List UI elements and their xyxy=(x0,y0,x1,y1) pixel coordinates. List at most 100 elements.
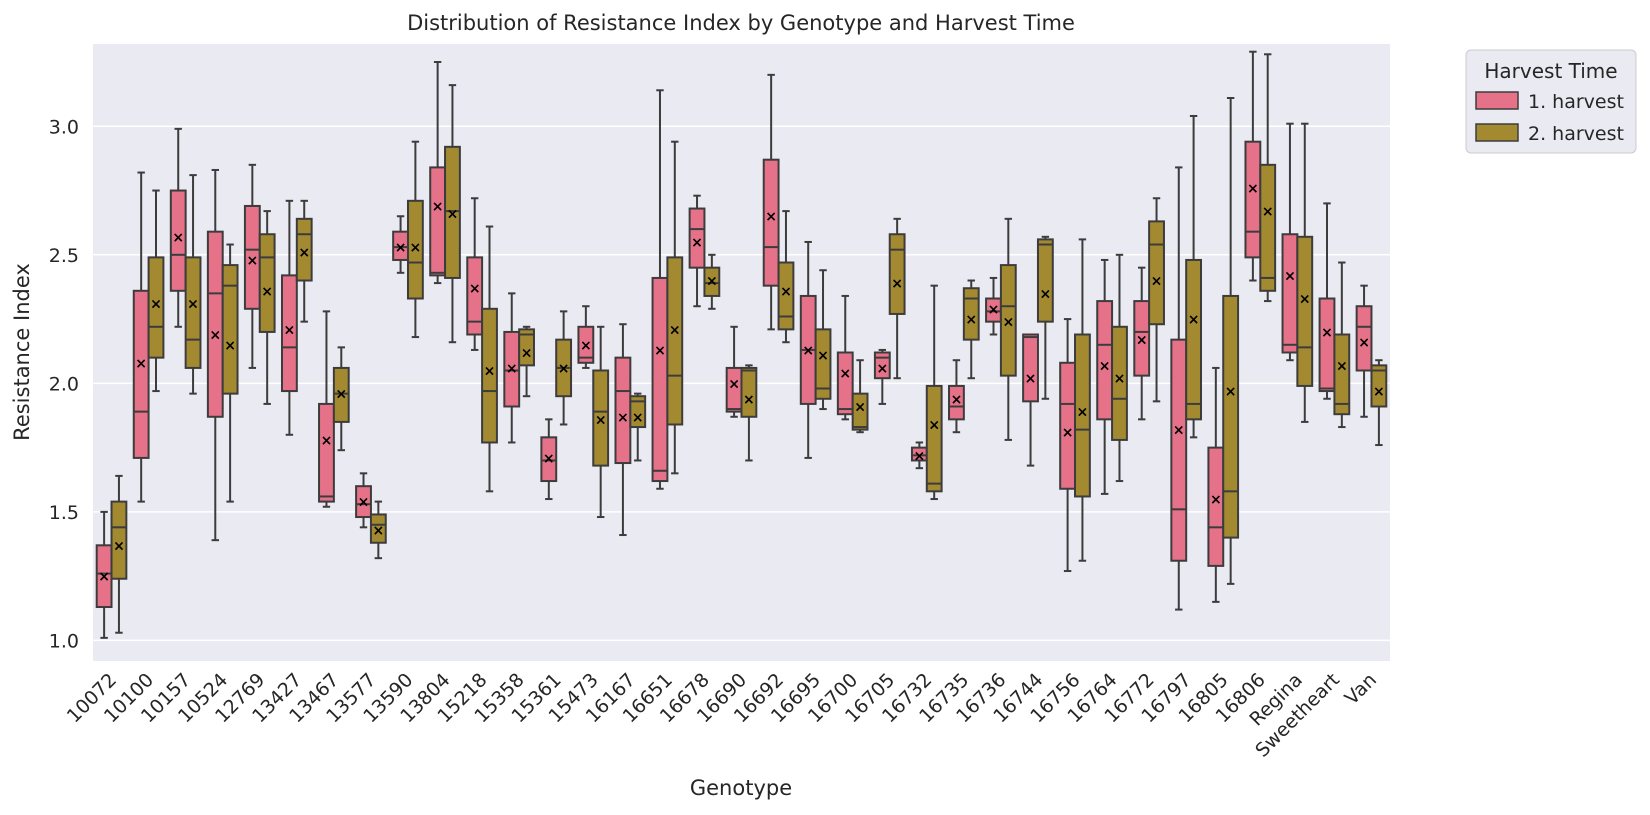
mean-marker: × xyxy=(743,392,755,408)
iqr-box xyxy=(962,287,980,341)
iqr-box xyxy=(1244,140,1262,259)
mean-marker: × xyxy=(484,363,496,379)
box-15361-h1: × xyxy=(540,418,558,501)
box-16692-h1: × xyxy=(762,73,780,331)
mean-marker: × xyxy=(595,412,607,428)
mean-marker: × xyxy=(321,433,333,449)
box-Van-h1: × xyxy=(1355,284,1373,418)
box-12769-h2: × xyxy=(258,210,276,405)
box-10100-h2: × xyxy=(147,189,165,393)
mean-marker: × xyxy=(261,284,273,300)
box-16678-h1: × xyxy=(688,194,706,308)
box-16744-h1: × xyxy=(1022,333,1039,467)
mean-marker: × xyxy=(780,284,792,300)
iqr-box xyxy=(1185,258,1203,421)
iqr-box xyxy=(318,402,335,503)
mean-marker: × xyxy=(765,209,777,225)
box-16705-h1: × xyxy=(873,348,891,405)
iqr-box xyxy=(540,436,558,483)
box-16695-h1: × xyxy=(799,240,817,459)
mean-marker: × xyxy=(358,495,370,511)
mean-marker: × xyxy=(246,253,258,269)
box-13467-h2: × xyxy=(332,346,350,452)
mean-marker: × xyxy=(802,343,814,359)
iqr-box xyxy=(481,307,498,444)
mean-marker: × xyxy=(1151,274,1163,290)
mean-marker: × xyxy=(1025,371,1037,387)
box-series: ××××××××××××××××××××× ×××××××××××××××× ×××… xyxy=(95,50,1388,639)
box-Regina-h2: × xyxy=(1296,122,1314,423)
iqr-box xyxy=(1370,364,1388,408)
iqr-box xyxy=(740,366,758,418)
mean-marker: × xyxy=(187,297,199,313)
mean-marker: × xyxy=(617,410,629,426)
iqr-box xyxy=(703,266,721,297)
mean-marker: × xyxy=(839,366,851,382)
x-tick-label: Van xyxy=(1341,669,1381,709)
iqr-box xyxy=(332,366,350,423)
box-15358-h2: × xyxy=(518,325,535,398)
iqr-box xyxy=(1259,163,1277,292)
mean-marker: × xyxy=(951,392,963,408)
box-16735-h2: × xyxy=(962,279,980,380)
iqr-box xyxy=(169,189,187,292)
mean-marker: × xyxy=(506,361,518,377)
mean-marker: × xyxy=(1247,181,1259,197)
box-16651-h2: × xyxy=(666,140,684,475)
box-16705-h2: × xyxy=(888,217,906,380)
iqr-box xyxy=(925,384,943,493)
mean-marker: × xyxy=(654,343,666,359)
box-16735-h1: × xyxy=(948,359,965,434)
box-10100-h1: × xyxy=(132,171,150,503)
iqr-box xyxy=(592,369,610,467)
y-tick-label: 1.0 xyxy=(49,630,79,652)
mean-marker: × xyxy=(691,235,703,251)
mean-marker: × xyxy=(1358,335,1370,351)
mean-marker: × xyxy=(447,207,459,223)
mean-marker: × xyxy=(1077,405,1089,421)
mean-marker: × xyxy=(172,230,184,246)
box-16772-h2: × xyxy=(1148,197,1165,403)
box-16805-h2: × xyxy=(1222,96,1240,585)
iqr-box xyxy=(1074,333,1091,498)
box-13804-h2: × xyxy=(444,84,461,344)
y-axis-ticks: 1.0 1.5 2.0 2.5 3.0 xyxy=(49,116,79,652)
legend-label-1: 1. harvest xyxy=(1528,91,1624,113)
series-2: ×× ×××××××××××× ×××××××××× ××××××××××× xyxy=(110,53,1388,634)
box-16695-h2: × xyxy=(814,269,832,411)
iqr-box xyxy=(444,145,461,279)
mean-marker: × xyxy=(209,328,221,344)
iqr-box xyxy=(466,256,484,336)
mean-marker: × xyxy=(1188,312,1200,328)
box-16700-h1: × xyxy=(836,294,854,421)
mean-marker: × xyxy=(1210,492,1222,508)
legend-title: Harvest Time xyxy=(1484,59,1617,83)
iqr-box xyxy=(406,199,424,300)
iqr-box xyxy=(503,330,521,408)
box-16806-h2: × xyxy=(1259,53,1277,303)
mean-marker: × xyxy=(1373,384,1385,400)
mean-marker: × xyxy=(395,240,407,256)
y-tick-label: 2.0 xyxy=(49,373,79,395)
iqr-box xyxy=(132,289,150,459)
mean-marker: × xyxy=(1299,292,1311,308)
mean-marker: × xyxy=(1225,384,1237,400)
legend-swatch-2 xyxy=(1475,123,1519,142)
iqr-box xyxy=(888,233,906,315)
iqr-box xyxy=(777,261,795,331)
iqr-box xyxy=(836,351,854,416)
box-16678-h2: × xyxy=(703,253,721,310)
mean-marker: × xyxy=(817,348,829,364)
box-16805-h1: × xyxy=(1207,366,1225,603)
mean-marker: × xyxy=(410,240,422,256)
mean-marker: × xyxy=(854,399,866,415)
box-16806-h1: × xyxy=(1244,50,1262,282)
box-Sweetheart-h2: × xyxy=(1333,261,1351,429)
box-10072-h1: × xyxy=(95,510,113,639)
box-16167-h2: × xyxy=(629,392,647,462)
iqr-box xyxy=(577,325,595,364)
iqr-box xyxy=(688,207,706,269)
mean-marker: × xyxy=(150,297,162,313)
box-15473-h2: × xyxy=(592,325,610,519)
